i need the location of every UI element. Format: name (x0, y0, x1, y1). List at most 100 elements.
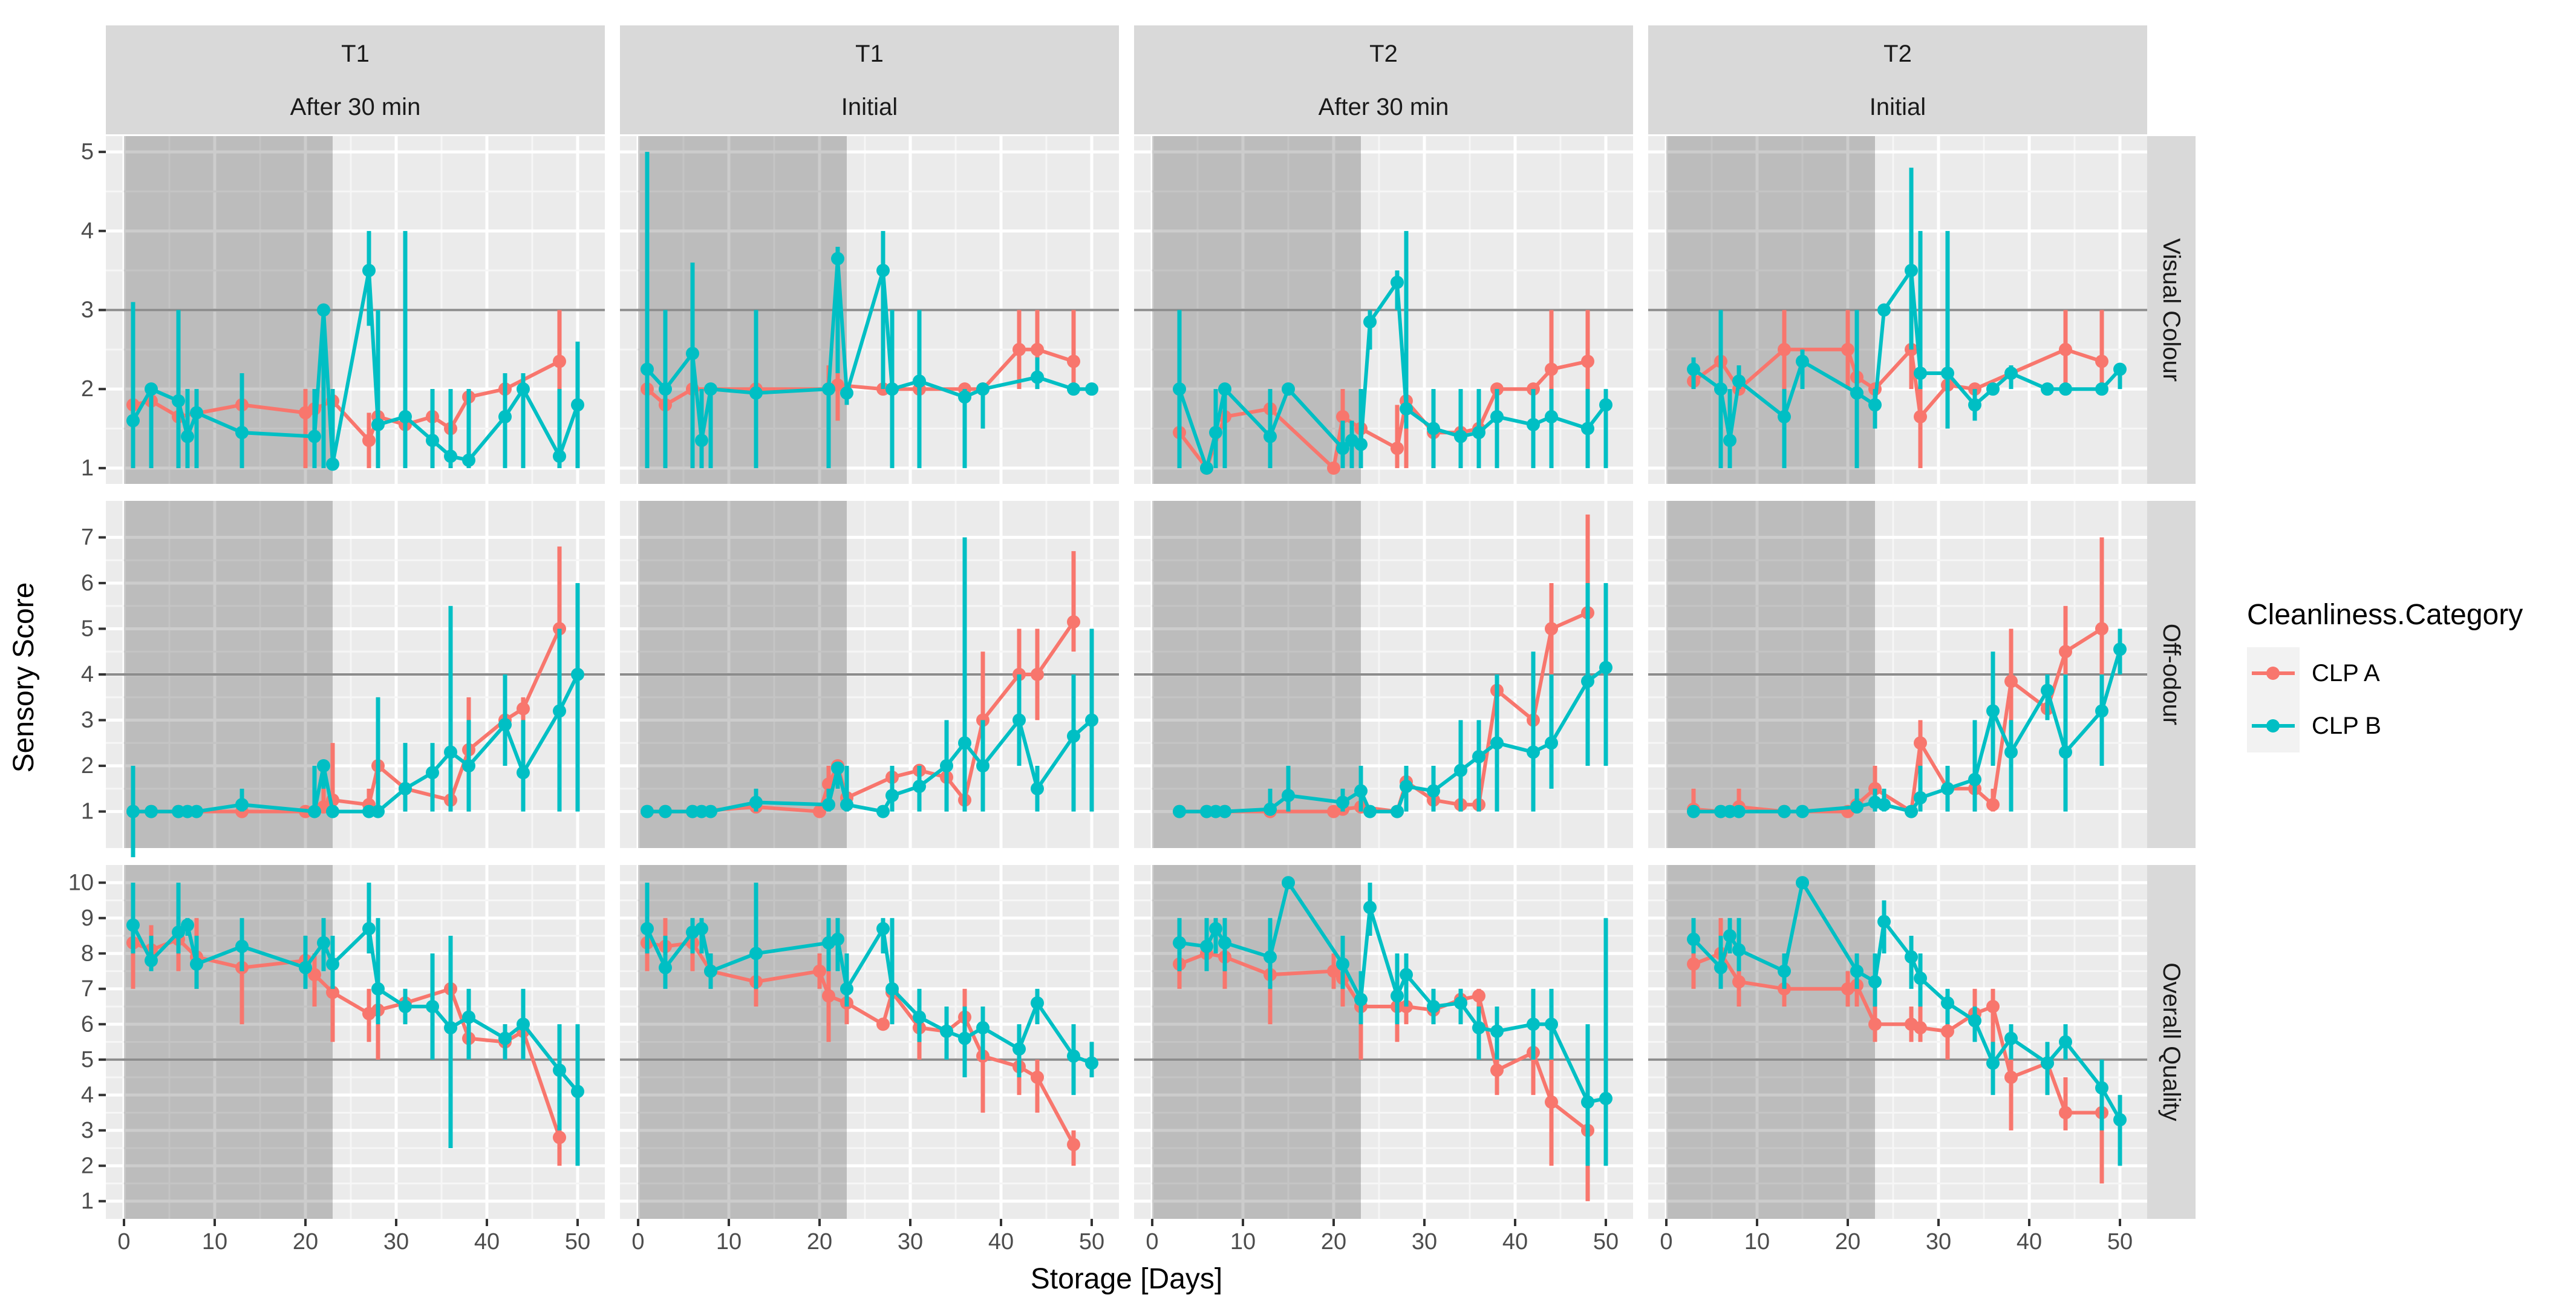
data-point (704, 382, 717, 396)
legend-title: Cleanliness.Category (2247, 599, 2523, 631)
row-strip-label: Visual Colour (2158, 238, 2185, 382)
data-point (1914, 410, 1927, 423)
data-point (1545, 1017, 1558, 1031)
data-point (1391, 989, 1404, 1003)
panel-data-r2-c2 (1173, 876, 1612, 1201)
data-point (840, 982, 853, 996)
data-point (2004, 1031, 2018, 1045)
data-point (2041, 684, 2054, 697)
data-point (749, 947, 763, 961)
data-point (1282, 789, 1295, 803)
data-point (1490, 736, 1504, 750)
data-point (1472, 989, 1485, 1003)
data-point (1581, 1095, 1594, 1109)
data-point (1209, 922, 1222, 936)
x-axis-title: Storage [Days] (1031, 1263, 1222, 1295)
y-tick-label: 3 (81, 708, 94, 733)
data-point (1796, 804, 1809, 818)
data-point (1327, 461, 1340, 475)
panel-data-r1-c0 (126, 546, 584, 858)
data-point (1941, 782, 1954, 795)
data-point (1687, 362, 1700, 376)
data-point (571, 398, 584, 412)
data-point (2095, 354, 2108, 368)
data-point (498, 718, 512, 732)
data-point (1941, 1024, 1954, 1038)
legend-key-point (2266, 719, 2280, 733)
data-point (399, 410, 412, 423)
data-point (1527, 1017, 1540, 1031)
series-clp-b (1687, 168, 2127, 468)
x-tick-label: 50 (1079, 1229, 1104, 1255)
data-point (444, 1021, 457, 1035)
data-point (749, 386, 763, 400)
data-point (1545, 362, 1558, 376)
data-point (2059, 1106, 2072, 1120)
data-point (1778, 804, 1791, 818)
panel-r0-c3 (1648, 136, 2147, 484)
data-point (308, 968, 321, 982)
strip-label-bottom: Initial (1870, 94, 1926, 120)
data-point (1599, 1092, 1612, 1106)
data-point (190, 406, 203, 420)
panel-data-r2-c3 (1687, 876, 2127, 1184)
data-point (1599, 661, 1612, 674)
data-point (299, 961, 312, 974)
data-point (1354, 784, 1368, 798)
x-tick-label: 40 (2017, 1229, 2042, 1255)
data-point (2095, 704, 2108, 718)
data-point (1545, 736, 1558, 750)
y-tick-label: 8 (81, 941, 94, 966)
data-point (145, 804, 158, 818)
legend-entry-clp-b: CLP B (2247, 700, 2381, 752)
data-point (235, 798, 249, 812)
data-point (1012, 1042, 1026, 1056)
y-tick-label: 9 (81, 906, 94, 931)
data-point (876, 804, 890, 818)
data-point (1986, 798, 2000, 812)
series-clp-b (1173, 583, 1612, 818)
data-point (831, 252, 844, 266)
series-clp-b (641, 883, 1098, 1095)
x-tick-label: 20 (807, 1229, 832, 1255)
data-point (1067, 1138, 1080, 1152)
strip-label-bottom: After 30 min (1319, 94, 1449, 120)
panel-r2-c1 (620, 865, 1119, 1219)
panel-r0-c0 (106, 136, 605, 484)
data-point (1012, 713, 1026, 727)
shaded-period (638, 865, 847, 1219)
data-point (1778, 410, 1791, 423)
data-point (1173, 804, 1186, 818)
data-point (1336, 442, 1349, 455)
data-point (1545, 410, 1558, 423)
panel-r2-c0 (106, 865, 605, 1219)
data-point (1391, 804, 1404, 818)
data-point (399, 1000, 412, 1013)
data-point (1472, 749, 1485, 763)
data-point (2095, 622, 2108, 636)
data-point (1067, 1049, 1080, 1063)
data-point (831, 761, 844, 775)
data-point (553, 1063, 566, 1077)
data-point (695, 434, 708, 448)
series-clp-b (126, 583, 584, 858)
data-point (1732, 975, 1746, 989)
x-tick-label: 50 (2107, 1229, 2133, 1255)
panel-r1-c1 (620, 501, 1119, 848)
data-point (2095, 382, 2108, 396)
data-point (1968, 398, 1981, 412)
data-point (1400, 780, 1413, 794)
y-tick-label: 3 (81, 298, 94, 323)
data-point (571, 668, 584, 681)
x-tick-label: 30 (1412, 1229, 1437, 1255)
row-strip (2147, 501, 2196, 848)
x-tick-label: 40 (1502, 1229, 1528, 1255)
data-point (1581, 674, 1594, 688)
data-point (2041, 1056, 2054, 1070)
data-point (1454, 996, 1467, 1010)
data-point (1067, 382, 1080, 396)
x-tick-label: 50 (565, 1229, 590, 1255)
shaded-period (1152, 865, 1361, 1219)
x-tick-label: 30 (1926, 1229, 1951, 1255)
data-point (326, 457, 339, 471)
